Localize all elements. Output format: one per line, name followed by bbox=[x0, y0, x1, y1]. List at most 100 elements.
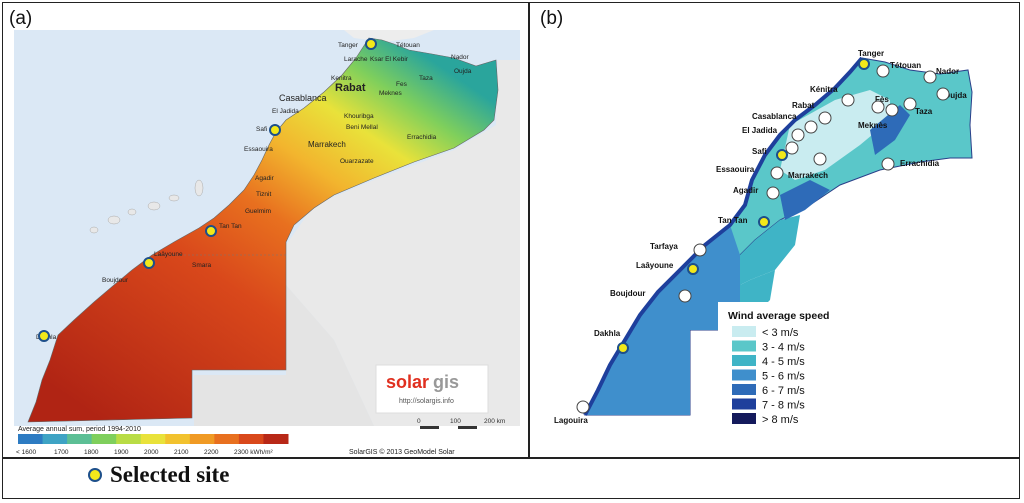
solar-map: Tanger Tétouan Nador Oujda Larache Ksar … bbox=[14, 30, 520, 456]
neighbor-land bbox=[286, 60, 520, 426]
site-marker bbox=[269, 124, 281, 136]
colorbar-tick: 2200 bbox=[204, 449, 219, 456]
colorbar-swatch bbox=[67, 434, 93, 444]
selected-site-label: Selected site bbox=[110, 462, 230, 487]
wind-sites bbox=[576, 64, 950, 414]
city-label: Kénitra bbox=[810, 85, 838, 94]
city-label: Boujdour bbox=[102, 277, 129, 284]
solargis-logo-gis: gis bbox=[433, 372, 459, 392]
wind-legend: Wind average speed < 3 m/s 3 - 4 m/s 4 - 5… bbox=[718, 302, 878, 432]
scale-label: 200 km bbox=[484, 418, 505, 425]
wind-legend-swatch bbox=[732, 384, 756, 395]
colorbar-swatch bbox=[18, 434, 44, 444]
wind-zone-low bbox=[780, 90, 890, 180]
colorbar-tick: < 1600 bbox=[16, 449, 36, 456]
city-label: Khouribga bbox=[344, 113, 374, 120]
city-label: Nador bbox=[936, 67, 959, 76]
city-label: Tan Tan bbox=[718, 216, 748, 225]
site-marker bbox=[776, 149, 788, 161]
city-label: Errachidia bbox=[407, 134, 437, 141]
city-label: Ouarzazate bbox=[340, 158, 374, 165]
city-label: Beni Mellal bbox=[346, 124, 378, 131]
city-label: Oujda bbox=[944, 91, 967, 100]
city-label: Tan Tan bbox=[219, 223, 242, 230]
colorbar-swatch bbox=[116, 434, 142, 444]
colorbar-swatch bbox=[263, 434, 289, 444]
wind-legend-label: 5 - 6 m/s bbox=[762, 371, 805, 383]
city-label: Safi bbox=[752, 147, 767, 156]
city-label: Taza bbox=[915, 107, 933, 116]
legend-divider bbox=[2, 457, 1020, 459]
colorbar-swatch bbox=[140, 434, 166, 444]
city-label: Taza bbox=[419, 75, 433, 82]
site-marker bbox=[38, 330, 50, 342]
wind-legend-swatch bbox=[732, 369, 756, 381]
colorbar-title: Average annual sum, period 1994-2010 bbox=[18, 426, 141, 433]
city-label: Tanger bbox=[338, 42, 359, 49]
wind-legend-label: > 8 m/s bbox=[762, 414, 799, 426]
solargis-url: http://solargis.info bbox=[399, 398, 454, 405]
colorbar-swatch bbox=[165, 434, 191, 444]
wind-zone bbox=[780, 180, 830, 220]
colorbar-tick: 1900 bbox=[114, 449, 129, 456]
panel-a-label: (a) bbox=[9, 8, 33, 29]
solargis-credit: SolarGIS © 2013 GeoModel Solar bbox=[349, 448, 455, 456]
colorbar-ticks: < 1600 1700 1800 1900 2000 2100 2200 230… bbox=[16, 449, 273, 456]
city-label: Meknès bbox=[858, 121, 888, 130]
city-label: Dakhla bbox=[594, 329, 621, 338]
scale-label: 0 bbox=[417, 418, 421, 425]
selected-site-legend: Selected site bbox=[88, 462, 229, 488]
wind-map: Tanger Tétouan Nador Oujda Kénitra Rabat… bbox=[554, 49, 973, 432]
site-marker bbox=[365, 38, 377, 50]
colorbar-swatch bbox=[214, 434, 240, 444]
city-label: Tétouan bbox=[890, 61, 921, 70]
site-marker bbox=[617, 342, 629, 354]
colorbar-tick: 1800 bbox=[84, 449, 99, 456]
solargis-logo-solar: solar bbox=[386, 372, 429, 392]
city-label: Marrakech bbox=[788, 171, 828, 180]
city-label: Marrakech bbox=[308, 140, 346, 149]
city-label: Agadir bbox=[733, 186, 758, 195]
city-label: Tarfaya bbox=[650, 242, 678, 251]
wind-legend-swatch bbox=[732, 326, 756, 337]
city-label: Guelmim bbox=[245, 208, 271, 215]
city-label: Tanger bbox=[858, 49, 884, 58]
city-label: Rabat bbox=[792, 101, 815, 110]
city-label: Rabat bbox=[335, 82, 366, 94]
city-label: Larache bbox=[344, 56, 368, 63]
wind-legend-label: 7 - 8 m/s bbox=[762, 400, 805, 412]
morocco-shape bbox=[27, 37, 499, 423]
panel-b-label: (b) bbox=[540, 8, 564, 29]
scale-bar: 0 100 200 km bbox=[417, 418, 505, 429]
solargis-logo-box bbox=[375, 364, 489, 414]
city-label: Nador bbox=[451, 54, 470, 61]
wind-legend-title: Wind average speed bbox=[728, 310, 829, 322]
city-label: Fès bbox=[875, 95, 889, 104]
scale-label: 100 bbox=[450, 418, 461, 425]
city-label: Boujdour bbox=[610, 289, 646, 298]
site-marker bbox=[687, 263, 699, 275]
site-marker bbox=[858, 58, 870, 70]
city-label: El Jadida bbox=[742, 126, 778, 135]
city-label: Laâyoune bbox=[154, 251, 183, 258]
city-label: Essaouira bbox=[716, 165, 755, 174]
city-label: Kenitra bbox=[331, 75, 352, 82]
wind-legend-swatch bbox=[732, 413, 756, 424]
site-marker bbox=[758, 216, 770, 228]
colorbar-tick: 2300 kWh/m² bbox=[234, 449, 273, 456]
wind-zone bbox=[585, 225, 740, 415]
city-label: Lagouira bbox=[554, 416, 588, 425]
wind-legend-box bbox=[718, 302, 878, 432]
site-marker bbox=[205, 225, 217, 237]
colorbar-swatch bbox=[42, 434, 68, 444]
city-label: Safi bbox=[256, 126, 267, 133]
selected-site-icon bbox=[88, 468, 102, 482]
colorbar-tick: 2000 bbox=[144, 449, 159, 456]
city-label: Tétouan bbox=[396, 42, 420, 49]
city-label: Ksar El Kebir bbox=[370, 56, 409, 63]
city-label: Agadir bbox=[255, 175, 275, 182]
colorbar-tick: 2100 bbox=[174, 449, 189, 456]
wind-legend-label: 4 - 5 m/s bbox=[762, 356, 805, 368]
wind-city-labels: Tanger Tétouan Nador Oujda Kénitra Rabat… bbox=[554, 49, 967, 425]
